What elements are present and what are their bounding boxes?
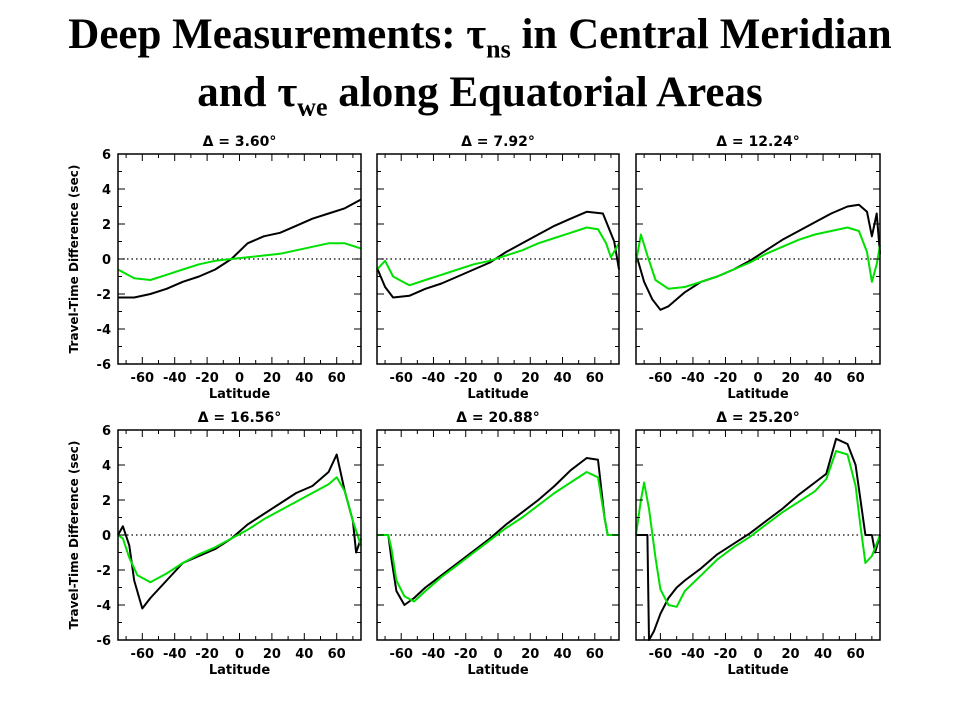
x-tick-label: 60 [328,647,346,662]
title-line-1-sub: ns [486,34,511,64]
x-tick-label: 40 [553,647,571,662]
series-green-line [117,242,362,281]
series-green-line [376,226,620,287]
y-axis-label: Travel-Time Difference (sec) [67,441,81,630]
title-line-2-post: along Equatorial Areas [327,69,763,116]
y-tick-label: 4 [102,459,111,474]
x-axis-label: Latitude [727,387,789,402]
y-tick-label: -6 [97,358,111,373]
x-tick-label: -40 [163,371,187,386]
y-tick-label: 6 [102,424,111,439]
x-tick-label: -20 [454,371,478,386]
series-green-line [635,226,881,290]
x-tick-label: -20 [714,647,738,662]
series-green-line [117,476,362,584]
title-line-2-sub: we [297,92,328,122]
x-tick-label: 0 [753,647,762,662]
x-tick-label: -20 [454,647,478,662]
y-axis-label: Travel-Time Difference (sec) [67,165,81,354]
chart-panel-4: Δ = 16.56°-60 -40 -20 0 20 40 60-6-4-20246Trav… [67,410,362,678]
chart-panel-5: Δ = 20.88° -60 -40 -20 0 20 40 60 Latitude [376,410,620,678]
x-axis-label: Latitude [467,387,529,402]
x-tick-label: 60 [847,647,865,662]
chart-panel-3: Δ = 12.24° -60 -40 -20 0 20 40 60 Latitude [635,134,881,402]
x-tick-label: 40 [814,647,832,662]
title-line-2: and τwe along Equatorial Areas [0,64,960,122]
series-black-line [118,198,362,299]
series-black-line [636,437,881,641]
x-tick-label: 60 [847,371,865,386]
x-tick-label: -20 [714,371,738,386]
x-tick-label: 20 [263,647,281,662]
x-tick-label: 20 [781,647,799,662]
x-tick-label: 40 [553,371,571,386]
x-tick-label: 0 [493,647,502,662]
title-line-1-post: in Central Meridian [510,11,892,58]
x-tick-label: -60 [649,371,673,386]
panel-title: Δ = 16.56° [198,410,282,426]
series-green-line [377,471,619,603]
x-tick-label: 60 [586,647,604,662]
x-tick-label: -60 [389,647,413,662]
series-black-line [377,457,619,606]
title-line-1: Deep Measurements: τns in Central Meridi… [0,6,960,64]
x-axis-label: Latitude [727,663,789,678]
panel-title: Δ = 3.60° [203,134,277,150]
y-tick-label: -4 [97,599,111,614]
panel-title: Δ = 20.88° [456,410,540,426]
x-tick-label: -40 [422,371,446,386]
x-tick-label: 40 [295,647,313,662]
x-tick-label: -20 [195,371,219,386]
x-tick-label: -40 [681,647,705,662]
x-tick-label: -60 [649,647,673,662]
x-tick-label: -60 [389,371,413,386]
y-tick-label: -2 [97,564,111,579]
chart-panel-6: Δ = 25.20° -60 -40 -20 0 20 40 60 Latitude [635,410,881,678]
x-tick-label: -40 [422,647,446,662]
panel-title: Δ = 12.24° [716,134,800,150]
x-tick-label: 0 [235,647,244,662]
x-axis-label: Latitude [209,387,271,402]
x-tick-label: 40 [814,371,832,386]
x-tick-label: 0 [235,371,244,386]
x-axis-label: Latitude [467,663,529,678]
y-tick-label: 2 [102,494,111,509]
x-tick-label: 0 [753,371,762,386]
chart-panel-2: Δ = 7.92° -60 -40 -20 0 20 40 60 Latitude [376,134,620,402]
series-black-line [635,203,881,311]
y-tick-label: 0 [102,529,111,544]
y-tick-label: 0 [102,253,111,268]
x-tick-label: 20 [781,371,799,386]
series-black-line [117,453,362,610]
y-tick-label: -6 [97,634,111,649]
y-tick-label: -2 [97,288,111,303]
x-axis-label: Latitude [209,663,271,678]
x-tick-label: -40 [681,371,705,386]
title-line-2-pre: and τ [197,69,298,116]
x-tick-label: 0 [493,371,502,386]
x-tick-label: 60 [586,371,604,386]
y-tick-label: 2 [102,218,111,233]
x-tick-label: -60 [131,647,155,662]
x-tick-label: 20 [521,371,539,386]
x-tick-label: 20 [521,647,539,662]
x-tick-label: 40 [295,371,313,386]
panel-title: Δ = 7.92° [461,134,535,150]
x-tick-label: -20 [195,647,219,662]
x-tick-label: 20 [263,371,281,386]
series-green-line [635,450,881,608]
y-tick-label: 6 [102,148,111,163]
panel-title: Δ = 25.20° [716,410,800,426]
y-tick-label: -4 [97,323,111,338]
chart-panel-1: Δ = 3.60°-60 -40 -20 0 20 40 60-6-4-20246Trave… [67,134,362,402]
x-tick-label: 60 [328,371,346,386]
slide-title: Deep Measurements: τns in Central Meridi… [0,6,960,122]
y-tick-label: 4 [102,183,111,198]
x-tick-label: -60 [131,371,155,386]
title-line-1-pre: Deep Measurements: τ [68,11,487,58]
x-tick-label: -40 [163,647,187,662]
